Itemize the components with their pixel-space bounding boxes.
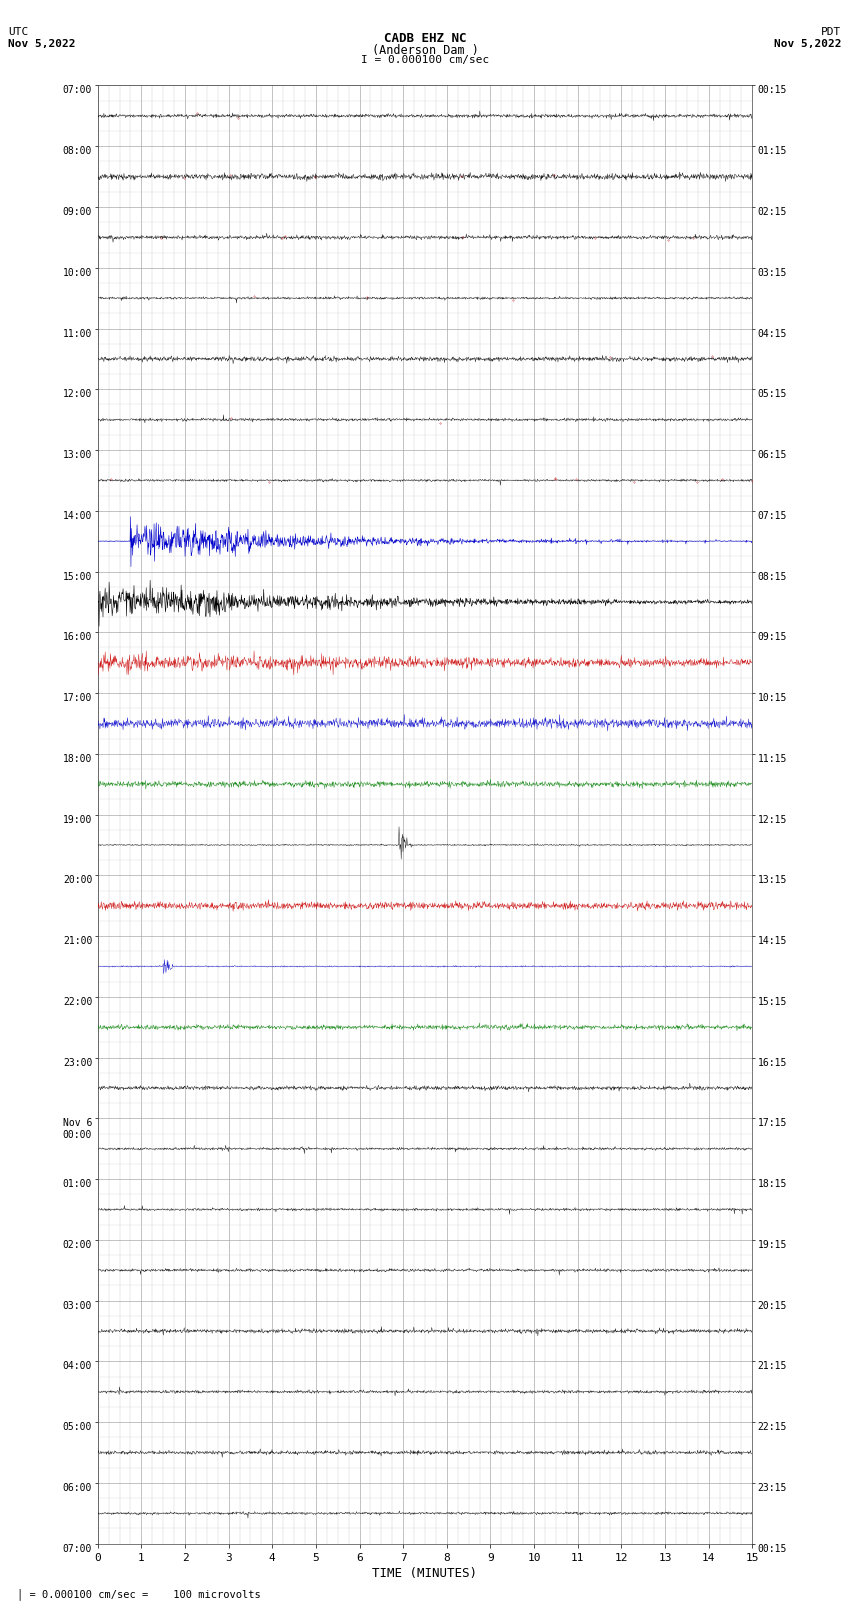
Text: (Anderson Dam ): (Anderson Dam ) [371,44,479,56]
Text: PDT: PDT [821,27,842,37]
Text: Nov 5,2022: Nov 5,2022 [8,39,76,48]
Text: I = 0.000100 cm/sec: I = 0.000100 cm/sec [361,55,489,65]
Text: │ = 0.000100 cm/sec =    100 microvolts: │ = 0.000100 cm/sec = 100 microvolts [17,1589,261,1600]
Text: CADB EHZ NC: CADB EHZ NC [383,32,467,45]
X-axis label: TIME (MINUTES): TIME (MINUTES) [372,1566,478,1579]
Text: UTC: UTC [8,27,29,37]
Text: Nov 5,2022: Nov 5,2022 [774,39,842,48]
